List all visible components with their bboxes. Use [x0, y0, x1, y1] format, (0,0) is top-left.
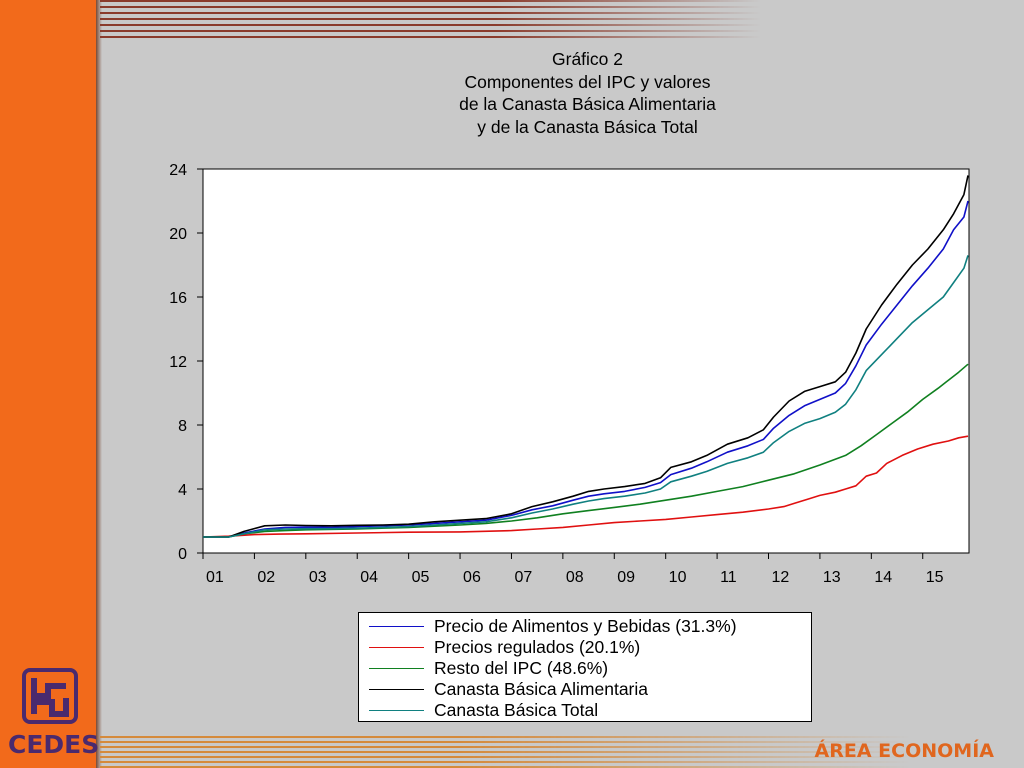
y-tick-label: 0 [178, 546, 187, 563]
y-tick-label: 8 [178, 418, 187, 435]
bottom-stripes [100, 736, 1000, 768]
x-tick-label: 04 [360, 569, 378, 586]
x-tick-label: 08 [566, 569, 584, 586]
legend-item: Canasta Básica Total [369, 700, 811, 721]
series-line [203, 255, 969, 538]
orange-side-bar [0, 0, 96, 768]
series-line [203, 200, 969, 538]
legend-label: Canasta Básica Alimentaria [434, 679, 648, 699]
chart-legend: Precio de Alimentos y Bebidas (31.3%) Pre… [358, 612, 812, 722]
plot-area [202, 168, 970, 554]
x-tick-label: 11 [720, 569, 737, 586]
legend-item: Precio de Alimentos y Bebidas (31.3%) [369, 616, 811, 637]
x-tick-label: 13 [823, 569, 841, 586]
chart-title-line: Gráfico 2 [552, 49, 623, 69]
x-tick-label: 06 [463, 569, 481, 586]
y-tick-label: 20 [169, 226, 187, 243]
x-tick-label: 09 [617, 569, 635, 586]
legend-swatch [369, 668, 424, 669]
y-tick-label: 24 [169, 162, 187, 179]
cedes-logo-icon [22, 668, 78, 724]
x-tick-label: 15 [926, 569, 944, 586]
y-tick-label: 4 [178, 482, 187, 499]
chart-title-line: Componentes del IPC y valores [464, 71, 711, 92]
legend-label: Canasta Básica Total [434, 700, 599, 720]
legend-label: Resto del IPC (48.6%) [434, 658, 609, 678]
chart-title-line: y de la Canasta Básica Total [477, 116, 698, 137]
legend-label: Precio de Alimentos y Bebidas (31.3%) [434, 616, 737, 636]
cedes-logo-text: CEDES [8, 730, 100, 759]
legend-item: Precios regulados (20.1%) [369, 637, 811, 658]
x-tick-label: 03 [309, 569, 327, 586]
series-line [202, 435, 969, 538]
x-tick-label: 01 [206, 569, 224, 586]
legend-swatch [369, 626, 424, 627]
y-tick-label: 12 [169, 354, 187, 371]
y-tick-label: 16 [169, 290, 187, 307]
x-tick-label: 02 [257, 569, 275, 586]
legend-label: Precios regulados (20.1%) [434, 637, 641, 657]
x-tick-label: 05 [412, 569, 430, 586]
area-economia-label: ÁREA ECONOMÍA [814, 740, 994, 762]
x-tick-label: 07 [514, 569, 532, 586]
x-tick-label: 12 [772, 569, 790, 586]
legend-swatch [369, 647, 424, 648]
top-stripes [100, 0, 760, 38]
legend-item: Canasta Básica Alimentaria [369, 679, 811, 700]
series-line [203, 175, 969, 538]
x-tick-label: 14 [874, 569, 892, 586]
side-bar-shadow [96, 0, 102, 768]
x-tick-label: 10 [669, 569, 687, 586]
series-line [203, 363, 969, 538]
legend-swatch [369, 710, 424, 711]
chart-title: Gráfico 2 Componentes del IPC y valores … [330, 48, 845, 138]
legend-item: Resto del IPC (48.6%) [369, 658, 811, 679]
chart-title-line: de la Canasta Básica Alimentaria [459, 94, 716, 114]
legend-swatch [369, 689, 424, 690]
